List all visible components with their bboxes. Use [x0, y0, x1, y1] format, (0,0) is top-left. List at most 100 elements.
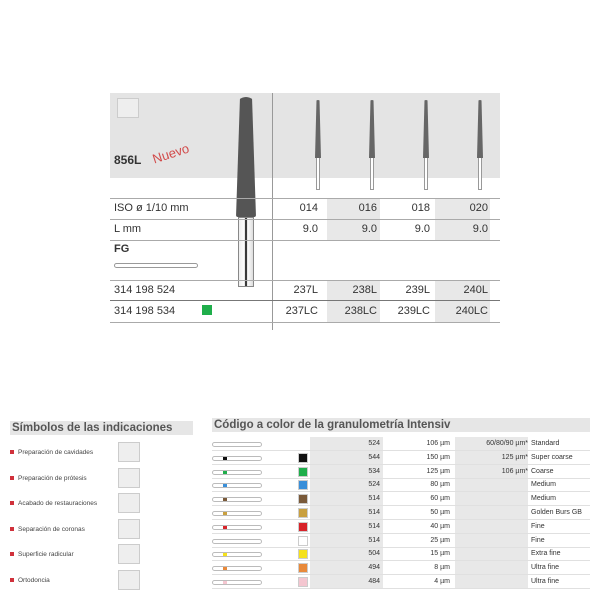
grain-size: 125 µm [426, 467, 451, 475]
color-swatch [298, 563, 308, 574]
color-swatch [298, 549, 308, 560]
granulometry-row: 524 80 µm Medium [212, 478, 590, 493]
grain-size: 15 µm [430, 550, 450, 558]
bur-shank-icon [212, 469, 262, 475]
grain-size: 150 µm [426, 453, 451, 461]
color-swatch [298, 521, 308, 532]
iso-size: 014 [299, 202, 318, 214]
bur-image [315, 100, 321, 158]
grain-name: Super coarse [531, 453, 573, 461]
bur-shank [424, 158, 428, 190]
grain-code: 514 [368, 536, 380, 544]
bur-shank [316, 158, 320, 190]
bur-shank-icon [212, 483, 262, 489]
article-number: 240LC [455, 305, 488, 317]
indication-label: Superficie radicular [10, 551, 74, 558]
crown-separation-icon [118, 518, 140, 539]
bur-shank-icon [212, 538, 262, 544]
grain-code: 524 [368, 481, 380, 489]
ref-code: 314 198 524 [114, 284, 176, 296]
bur-shank-icon [212, 497, 262, 503]
iso-size: 020 [469, 202, 488, 214]
grain-code: 504 [368, 550, 380, 558]
bur-large-image [236, 97, 256, 217]
grain-name: Fine [531, 536, 545, 544]
indication-label: Preparación de prótesis [10, 475, 87, 482]
color-swatch [298, 452, 308, 463]
article-number: 238L [352, 284, 377, 296]
prosthesis-preparation-icon [118, 467, 140, 488]
article-number: 239L [405, 284, 430, 296]
bur-shank-icon [212, 552, 262, 558]
bur-image [423, 100, 429, 158]
grain-size: 50 µm [430, 509, 450, 516]
bur-shank-icon [212, 455, 262, 461]
grain-size: 60 µm [430, 495, 450, 503]
indications-title: Símbolos de las indicaciones [10, 421, 193, 435]
color-swatch [298, 466, 308, 477]
bur-large-shank [238, 217, 254, 287]
grain-code: 494 [368, 564, 380, 572]
indication-label: Acabado de restauraciones [10, 500, 97, 507]
grain-name: Medium [531, 481, 556, 489]
bur-shank [370, 158, 374, 190]
indication-label: Separación de coronas [10, 526, 85, 533]
grain-size: 80 µm [430, 481, 450, 489]
bur-shank-icon [212, 566, 262, 572]
indication-label: Ortodoncia [10, 577, 50, 584]
bur-shank-icon [212, 511, 262, 516]
length-value: 9.0 [414, 223, 430, 235]
grain-code: 544 [368, 453, 380, 461]
restoration-finishing-icon [118, 493, 140, 513]
bur-image [477, 100, 483, 158]
prosthesis-preparation-icon [117, 98, 139, 118]
fg-shank-icon [114, 263, 198, 268]
grain-code: 534 [368, 467, 380, 475]
grain-size: 25 µm [430, 536, 450, 544]
column-divider [272, 93, 273, 330]
granulometry-row: 504 15 µm Extra fine [212, 547, 590, 562]
color-swatch-green [202, 305, 212, 315]
cavity-preparation-icon [118, 442, 140, 462]
color-swatch [298, 577, 308, 587]
grain-size: 40 µm [430, 522, 450, 530]
length-value: 9.0 [361, 223, 377, 235]
iso-label: ISO ø 1/10 mm [114, 202, 189, 214]
grain-size: 8 µm [434, 564, 450, 572]
grain-code: 514 [368, 522, 380, 530]
grain-alt-size: 60/80/90 µm* [486, 440, 528, 447]
length-value: 9.0 [472, 223, 488, 235]
bur-image [369, 100, 375, 158]
bur-shank-icon [212, 524, 262, 530]
grain-code: 514 [368, 509, 380, 516]
grain-code: 514 [368, 495, 380, 503]
color-swatch [298, 508, 308, 518]
granulometry-row: 484 4 µm Ultra fine [212, 575, 590, 589]
grain-size: 106 µm [426, 440, 451, 447]
grain-name: Ultra fine [531, 564, 560, 572]
grain-name: Extra fine [531, 550, 561, 558]
root-surface-icon [118, 544, 140, 564]
grain-code: 524 [368, 440, 380, 447]
bur-shank-icon [212, 442, 262, 447]
color-swatch [298, 535, 308, 546]
grain-name: Fine [531, 522, 545, 530]
grain-name: Medium [531, 495, 556, 503]
length-value: 9.0 [302, 223, 318, 235]
iso-size: 018 [411, 202, 430, 214]
article-number: 237L [293, 284, 318, 296]
grain-name: Golden Burs GB [531, 509, 582, 516]
granulometry-row: 514 40 µm Fine [212, 520, 590, 534]
orthodontics-icon [118, 569, 140, 590]
article-number: 237LC [285, 305, 318, 317]
grain-alt-size: 106 µm* [501, 467, 528, 475]
granulometry-row: 514 50 µm Golden Burs GB [212, 506, 590, 520]
grain-alt-size: 125 µm* [501, 453, 528, 461]
granulometry-row: 534 125 µm 106 µm* Coarse [212, 465, 590, 479]
granulometry-row: 544 150 µm 125 µm* Super coarse [212, 451, 590, 465]
color-swatch [298, 494, 308, 505]
model-number: 856L [114, 153, 142, 167]
length-label: L mm [114, 223, 142, 235]
bur-shank [478, 158, 482, 190]
color-swatch [298, 480, 308, 491]
